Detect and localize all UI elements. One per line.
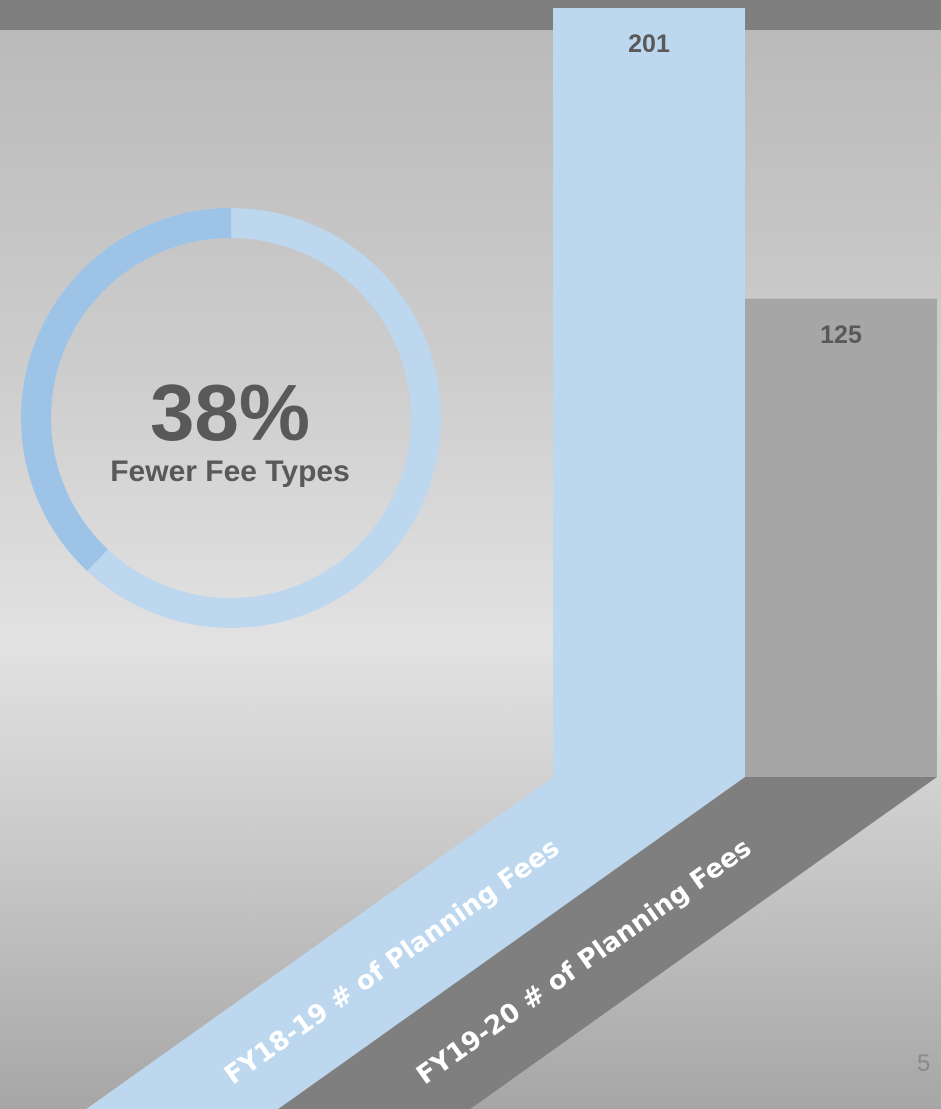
donut-caption: Fewer Fee Types (110, 455, 350, 488)
bar-2 (745, 298, 937, 777)
bars (553, 8, 937, 777)
donut-percent: 38% (149, 368, 311, 457)
bar-floor-2 (278, 777, 937, 1109)
value-labels: 201 125 (628, 30, 862, 349)
bar-floor-1 (86, 777, 745, 1109)
donut-arc (21, 208, 441, 628)
header-band (0, 0, 941, 30)
donut-center-text: 38% Fewer Fee Types (60, 372, 400, 490)
value-label-2: 125 (820, 321, 862, 349)
bar-1 (553, 8, 745, 777)
bar-floors (86, 777, 937, 1109)
page-number: 5 (917, 1050, 931, 1077)
donut-chart (21, 208, 441, 628)
value-label-1: 201 (628, 30, 670, 58)
